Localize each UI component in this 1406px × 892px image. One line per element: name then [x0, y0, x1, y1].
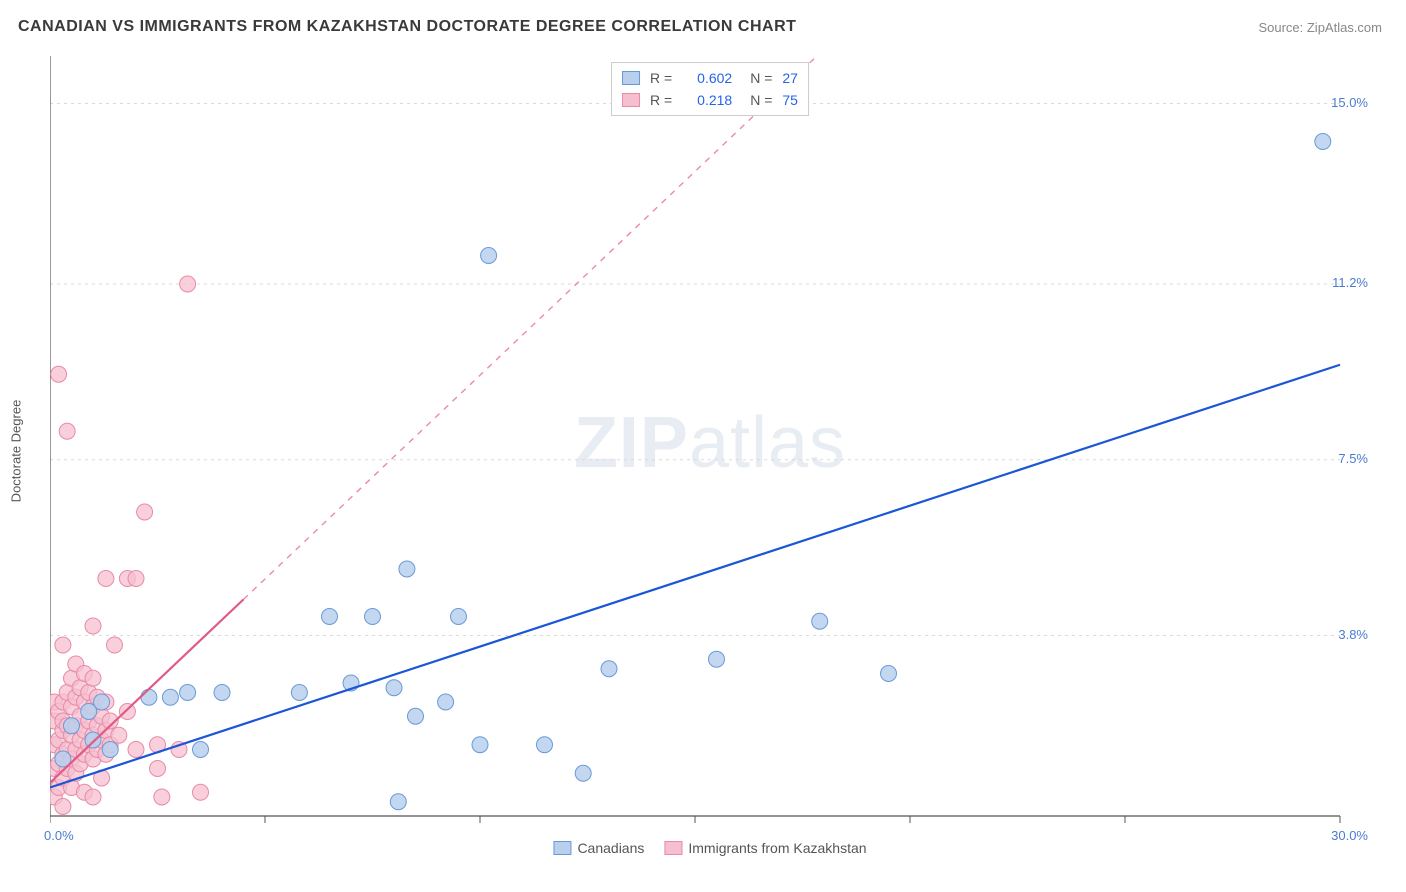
n-label: N =	[750, 89, 772, 111]
point-canadians	[1315, 134, 1331, 150]
point-canadians	[399, 561, 415, 577]
point-canadians	[291, 685, 307, 701]
point-canadians	[481, 248, 497, 264]
point-kazakhstan	[154, 789, 170, 805]
point-canadians	[180, 685, 196, 701]
point-kazakhstan	[55, 637, 71, 653]
legend-stats-box: R = 0.602 N = 27 R = 0.218 N = 75	[611, 62, 809, 116]
point-canadians	[102, 742, 118, 758]
point-kazakhstan	[85, 618, 101, 634]
point-canadians	[322, 609, 338, 625]
legend-swatch	[622, 71, 640, 85]
point-canadians	[451, 609, 467, 625]
point-canadians	[94, 694, 110, 710]
n-value: 75	[782, 89, 798, 111]
point-kazakhstan	[128, 742, 144, 758]
point-canadians	[162, 689, 178, 705]
chart-header: CANADIAN VS IMMIGRANTS FROM KAZAKHSTAN D…	[0, 0, 1406, 44]
point-canadians	[601, 661, 617, 677]
point-canadians	[472, 737, 488, 753]
point-canadians	[193, 742, 209, 758]
point-canadians	[386, 680, 402, 696]
r-label: R =	[650, 89, 672, 111]
legend-series: Canadians Immigrants from Kazakhstan	[553, 840, 866, 856]
point-canadians	[214, 685, 230, 701]
source-prefix: Source:	[1258, 20, 1306, 35]
point-kazakhstan	[107, 637, 123, 653]
point-kazakhstan	[98, 571, 114, 587]
point-canadians	[575, 765, 591, 781]
point-kazakhstan	[119, 704, 135, 720]
r-value: 0.602	[680, 67, 732, 89]
r-label: R =	[650, 67, 672, 89]
point-kazakhstan	[128, 571, 144, 587]
point-kazakhstan	[55, 799, 71, 815]
point-kazakhstan	[111, 727, 127, 743]
legend-label: Canadians	[577, 840, 644, 856]
source-link[interactable]: ZipAtlas.com	[1307, 20, 1382, 35]
point-canadians	[438, 694, 454, 710]
legend-stats-row-canadians: R = 0.602 N = 27	[622, 67, 798, 89]
legend-stats-row-kazakhstan: R = 0.218 N = 75	[622, 89, 798, 111]
x-tick-label-start: 0.0%	[44, 828, 74, 843]
point-canadians	[365, 609, 381, 625]
y-tick-label: 11.2%	[1332, 275, 1368, 290]
legend-label: Immigrants from Kazakhstan	[688, 840, 866, 856]
point-kazakhstan	[193, 784, 209, 800]
n-label: N =	[750, 67, 772, 89]
point-canadians	[709, 651, 725, 667]
legend-swatch	[664, 841, 682, 855]
point-canadians	[64, 718, 80, 734]
point-kazakhstan	[85, 789, 101, 805]
y-axis-label: Doctorate Degree	[9, 400, 24, 503]
point-kazakhstan	[59, 423, 75, 439]
point-kazakhstan	[85, 670, 101, 686]
point-canadians	[812, 613, 828, 629]
point-canadians	[141, 689, 157, 705]
n-value: 27	[782, 67, 798, 89]
legend-item-kazakhstan: Immigrants from Kazakhstan	[664, 840, 866, 856]
point-canadians	[881, 666, 897, 682]
chart-title: CANADIAN VS IMMIGRANTS FROM KAZAKHSTAN D…	[18, 18, 796, 36]
legend-swatch	[622, 93, 640, 107]
point-canadians	[537, 737, 553, 753]
legend-swatch	[553, 841, 571, 855]
y-tick-label: 7.5%	[1338, 451, 1368, 466]
point-canadians	[390, 794, 406, 810]
y-tick-label: 15.0%	[1331, 95, 1368, 110]
r-value: 0.218	[680, 89, 732, 111]
scatter-plot-svg	[50, 56, 1370, 846]
regression-line-canadians	[50, 365, 1340, 788]
regression-line-kazakhstan-dashed	[244, 56, 817, 599]
legend-item-canadians: Canadians	[553, 840, 644, 856]
chart-container: ZIPatlas Doctorate Degree R =0.602N =27R…	[50, 56, 1370, 846]
point-kazakhstan	[51, 366, 67, 382]
point-canadians	[85, 732, 101, 748]
point-kazakhstan	[150, 761, 166, 777]
point-kazakhstan	[137, 504, 153, 520]
source-attribution: Source: ZipAtlas.com	[1258, 20, 1382, 35]
x-tick-label-end: 30.0%	[1331, 828, 1368, 843]
point-canadians	[408, 708, 424, 724]
y-tick-label: 3.8%	[1338, 627, 1368, 642]
point-kazakhstan	[180, 276, 196, 292]
